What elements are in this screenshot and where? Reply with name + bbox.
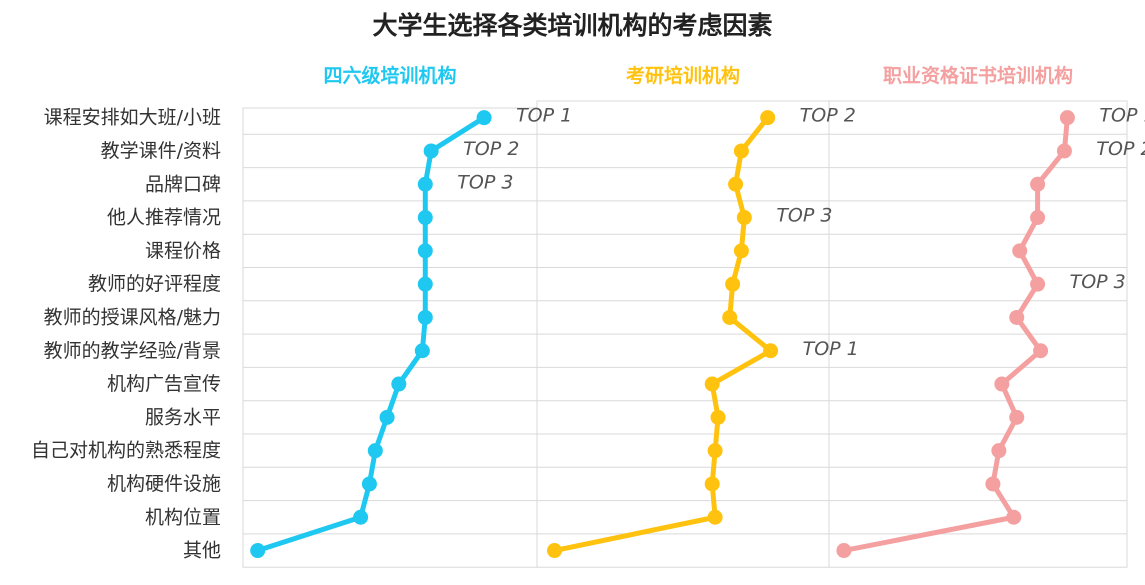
category-label: 服务水平 bbox=[145, 406, 221, 428]
category-label: 教学课件/资料 bbox=[101, 140, 221, 162]
data-point bbox=[417, 309, 433, 325]
data-point bbox=[733, 143, 749, 159]
series-title-3: 职业资格证书培训机构 bbox=[883, 64, 1073, 87]
data-point bbox=[361, 476, 377, 492]
data-point bbox=[733, 243, 749, 259]
series-title-1: 四六级培训机构 bbox=[323, 64, 456, 87]
category-label: 自己对机构的熟悉程度 bbox=[31, 440, 221, 462]
data-point bbox=[417, 176, 433, 192]
data-point bbox=[763, 343, 779, 359]
category-label: 机构广告宣传 bbox=[107, 373, 221, 395]
data-point bbox=[417, 276, 433, 292]
data-point bbox=[1059, 110, 1075, 126]
category-label: 教师的教学经验/背景 bbox=[44, 340, 221, 362]
top-rank-label: TOP 1 bbox=[803, 338, 859, 360]
data-point bbox=[1012, 243, 1028, 259]
data-point bbox=[707, 443, 723, 459]
chart-title: 大学生选择各类培训机构的考虑因素 bbox=[372, 11, 773, 40]
data-point bbox=[367, 443, 383, 459]
data-point bbox=[991, 443, 1007, 459]
category-label: 其他 bbox=[183, 540, 221, 562]
data-point bbox=[1030, 210, 1046, 226]
category-label: 课程安排如大班/小班 bbox=[44, 107, 221, 129]
data-point bbox=[423, 143, 439, 159]
top-rank-label: TOP 2 bbox=[800, 105, 856, 127]
data-point bbox=[1030, 176, 1046, 192]
category-label: 品牌口碑 bbox=[145, 173, 221, 195]
data-point bbox=[736, 210, 752, 226]
data-point bbox=[476, 110, 492, 126]
top-rank-label: TOP 1 bbox=[516, 105, 572, 127]
data-point bbox=[1033, 343, 1049, 359]
data-point bbox=[728, 176, 744, 192]
data-point bbox=[1056, 143, 1072, 159]
data-point bbox=[707, 509, 723, 525]
data-point bbox=[1009, 309, 1025, 325]
data-point bbox=[710, 409, 726, 425]
data-point bbox=[985, 476, 1001, 492]
category-label: 教师的授课风格/魅力 bbox=[44, 306, 221, 328]
data-point bbox=[725, 276, 741, 292]
category-label: 教师的好评程度 bbox=[88, 273, 221, 295]
top-rank-label: TOP 3 bbox=[457, 171, 513, 193]
data-point bbox=[353, 509, 369, 525]
category-label: 课程价格 bbox=[145, 240, 221, 262]
top-rank-label: TOP 3 bbox=[1070, 271, 1126, 293]
data-point bbox=[547, 543, 563, 559]
top-rank-label: TOP 3 bbox=[776, 205, 832, 227]
category-label: 他人推荐情况 bbox=[107, 207, 221, 229]
data-point bbox=[379, 409, 395, 425]
category-label: 机构位置 bbox=[145, 506, 221, 528]
data-point bbox=[704, 376, 720, 392]
data-point bbox=[414, 343, 430, 359]
data-point bbox=[722, 309, 738, 325]
data-point bbox=[994, 376, 1010, 392]
data-point bbox=[1006, 509, 1022, 525]
data-point bbox=[836, 543, 852, 559]
data-point bbox=[760, 110, 776, 126]
top-rank-label: TOP 2 bbox=[1096, 138, 1145, 160]
data-point bbox=[250, 543, 266, 559]
top-rank-label: TOP 1 bbox=[1099, 105, 1145, 127]
data-point bbox=[417, 243, 433, 259]
data-point bbox=[704, 476, 720, 492]
top-rank-label: TOP 2 bbox=[463, 138, 519, 160]
data-point bbox=[417, 210, 433, 226]
category-label: 机构硬件设施 bbox=[107, 473, 221, 495]
data-point bbox=[1030, 276, 1046, 292]
series-title-2: 考研培训机构 bbox=[626, 64, 740, 87]
data-point bbox=[1009, 409, 1025, 425]
data-point bbox=[391, 376, 407, 392]
